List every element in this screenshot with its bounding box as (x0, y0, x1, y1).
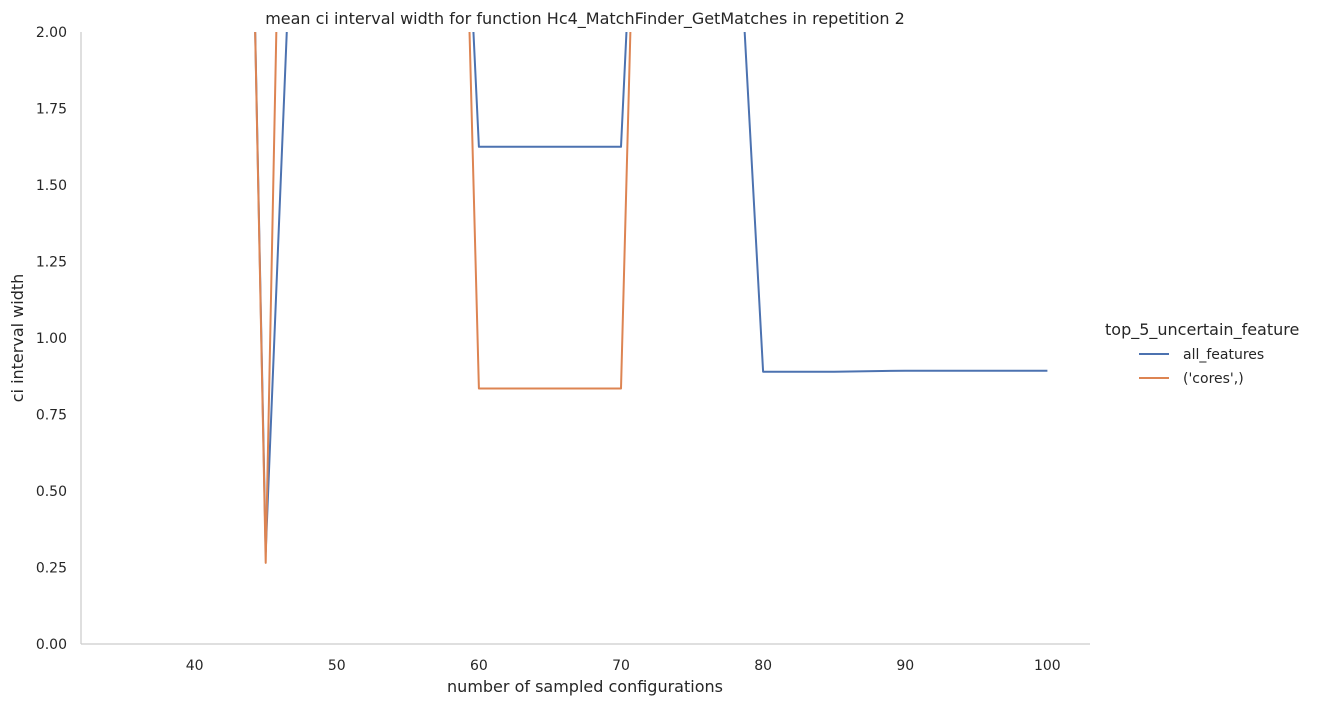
y-tick-label: 0.00 (36, 637, 67, 653)
y-tick-label: 1.50 (36, 178, 67, 194)
x-tick-label: 60 (470, 658, 488, 674)
y-tick-label: 0.50 (36, 484, 67, 500)
y-axis-ticks: 0.00 0.25 0.50 0.75 1.00 1.25 1.50 1.75 2.00 (36, 25, 67, 653)
series-line (254, 32, 1048, 554)
x-tick-label: 90 (896, 658, 914, 674)
x-tick-label: 40 (186, 658, 204, 674)
series-line (254, 32, 632, 564)
chart-title: mean ci interval width for function Hc4_… (265, 9, 905, 29)
legend-label: all_features (1183, 347, 1264, 363)
legend-title: top_5_uncertain_feature (1105, 320, 1299, 340)
x-tick-label: 50 (328, 658, 346, 674)
y-tick-label: 1.00 (36, 331, 67, 347)
y-tick-label: 1.25 (36, 255, 67, 271)
x-tick-label: 80 (754, 658, 772, 674)
legend: top_5_uncertain_feature all_features ('co… (1105, 320, 1299, 387)
x-tick-label: 100 (1034, 658, 1061, 674)
y-tick-label: 2.00 (36, 25, 67, 41)
legend-label: ('cores',) (1183, 371, 1244, 387)
y-tick-label: 1.75 (36, 102, 67, 118)
x-tick-label: 70 (612, 658, 630, 674)
x-axis-ticks: 40 50 60 70 80 90 100 (186, 658, 1061, 674)
series-group (254, 32, 1048, 564)
y-axis-label: ci interval width (8, 274, 27, 403)
y-tick-label: 0.25 (36, 561, 67, 577)
x-axis-label: number of sampled configurations (447, 677, 723, 696)
y-tick-label: 0.75 (36, 408, 67, 424)
